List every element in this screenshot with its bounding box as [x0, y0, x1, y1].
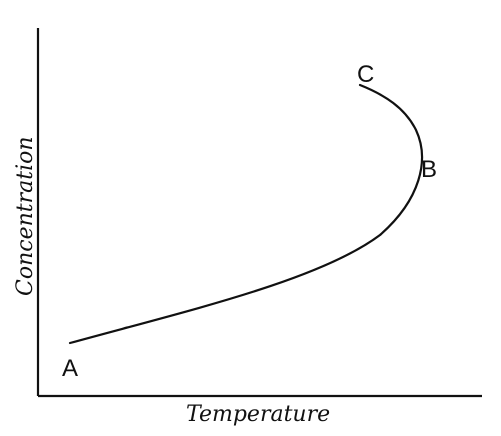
x-axis-label: Temperature	[186, 402, 330, 427]
point-label-a: A	[62, 355, 78, 382]
y-axis-label: Concentration	[13, 136, 38, 296]
point-label-c: C	[357, 61, 374, 88]
point-label-b: B	[421, 156, 437, 183]
concentration-curve	[68, 83, 424, 345]
